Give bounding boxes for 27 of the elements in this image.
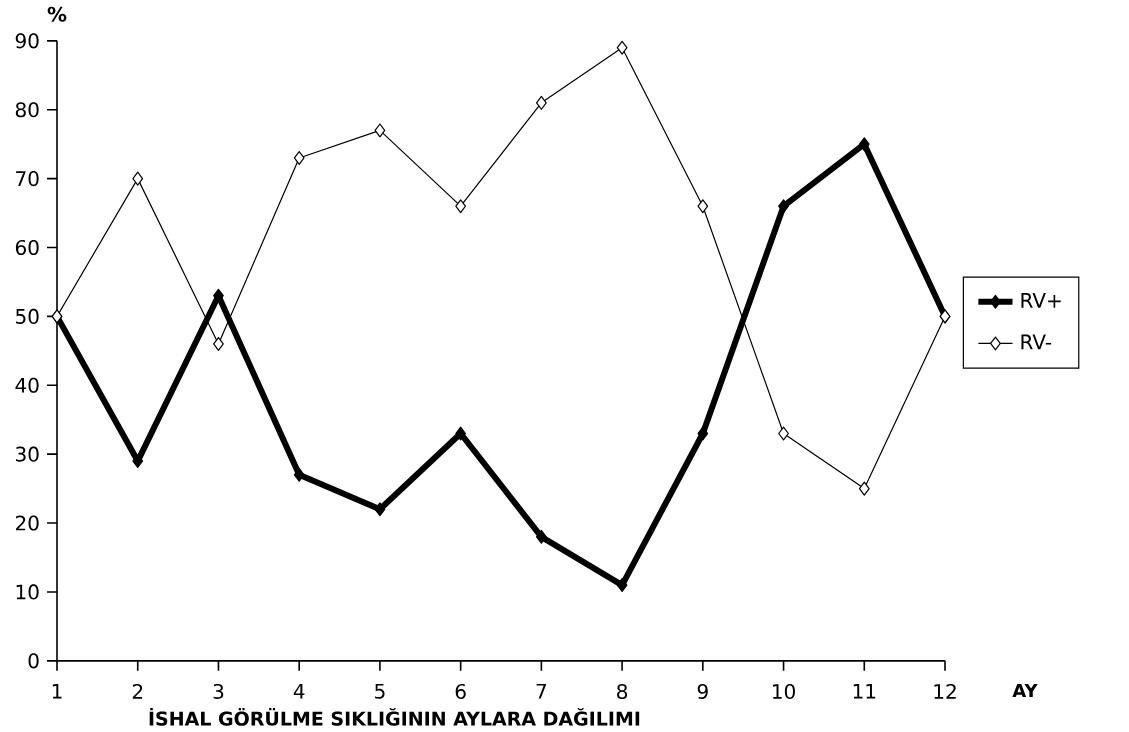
y-tick-label: 70 xyxy=(16,170,39,186)
x-tick-label: 1 xyxy=(52,683,62,699)
x-tick-label: 10 xyxy=(773,683,795,699)
x-tick-label: 6 xyxy=(455,683,466,699)
x-tick-label: 3 xyxy=(213,683,224,699)
y-tick-label: 60 xyxy=(15,239,39,255)
y-tick-label: 50 xyxy=(16,308,39,324)
x-tick-label: 7 xyxy=(536,683,547,699)
y-tick-label: 90 xyxy=(15,33,39,49)
y-tick-label: 30 xyxy=(16,446,39,462)
x-tick-label: 11 xyxy=(853,683,876,699)
y-tick-label: 0 xyxy=(28,653,39,669)
x-tick-label: 5 xyxy=(375,683,385,699)
y-tick-label: 20 xyxy=(15,515,39,531)
x-tick-label: 2 xyxy=(132,683,143,699)
y-axis-title: % xyxy=(47,6,67,22)
legend-label: RV+ xyxy=(1021,292,1061,308)
x-tick-label: 4 xyxy=(293,683,305,699)
text: İSHAL GÖRÜLME SIKLIĞININ AYLARA DAĞILIMI xyxy=(149,707,640,726)
x-axis-title: AY xyxy=(1012,683,1038,697)
y-tick-label: 40 xyxy=(15,377,39,393)
x-tick-label: 12 xyxy=(934,683,956,699)
x-tick-label: 8 xyxy=(617,683,628,699)
y-tick-label: 10 xyxy=(16,584,39,600)
legend-label: RV- xyxy=(1021,334,1052,349)
x-tick-label: 9 xyxy=(697,683,708,699)
y-tick-label: 80 xyxy=(15,101,39,118)
